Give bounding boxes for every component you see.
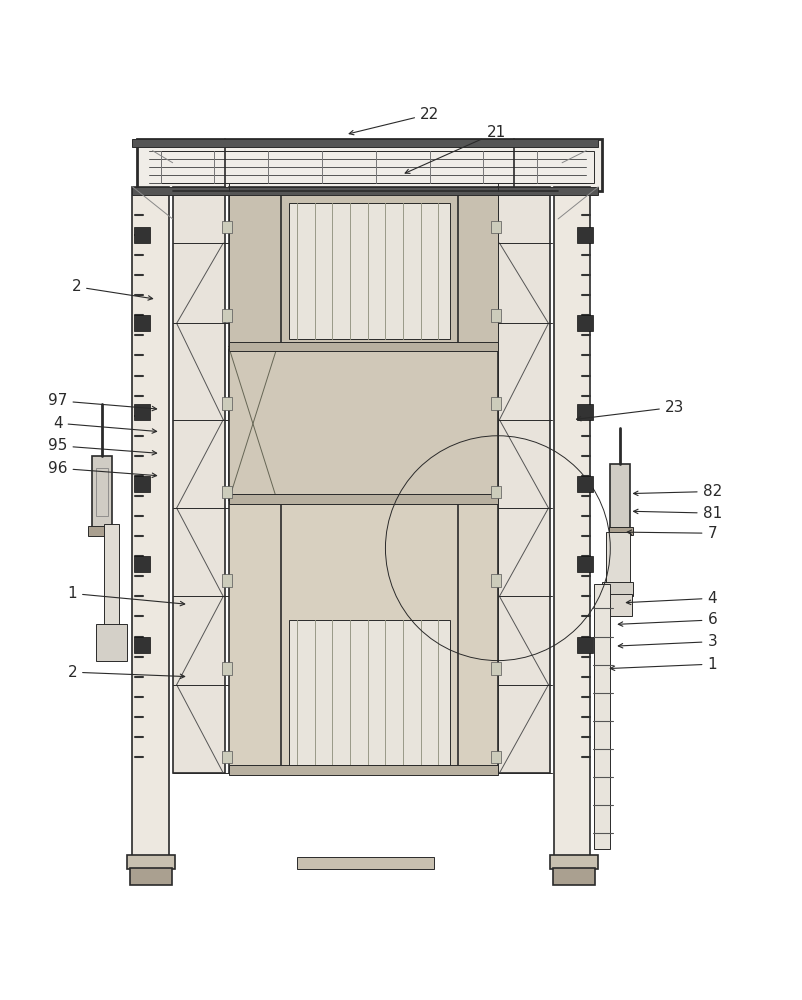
Bar xyxy=(229,765,497,775)
Bar xyxy=(606,532,630,584)
Bar xyxy=(130,868,172,885)
Text: 6: 6 xyxy=(618,612,716,627)
Bar xyxy=(602,582,632,596)
Bar xyxy=(172,187,225,773)
Bar xyxy=(610,464,630,528)
Text: 96: 96 xyxy=(48,461,156,477)
Bar xyxy=(576,315,592,331)
Bar xyxy=(289,620,449,765)
Text: 4: 4 xyxy=(53,416,156,433)
Bar xyxy=(96,468,108,516)
Bar xyxy=(491,751,500,763)
Bar xyxy=(576,637,592,653)
Bar xyxy=(136,139,602,191)
Text: 81: 81 xyxy=(633,506,721,521)
Bar xyxy=(222,574,232,587)
Bar xyxy=(497,187,549,773)
Text: 3: 3 xyxy=(618,634,716,649)
Bar xyxy=(576,556,592,572)
Bar xyxy=(491,221,500,233)
Bar xyxy=(229,342,497,351)
Bar xyxy=(491,397,500,410)
Bar xyxy=(603,594,631,616)
Bar xyxy=(222,486,232,498)
Bar xyxy=(491,309,500,322)
Bar xyxy=(229,187,497,773)
Bar xyxy=(92,456,112,528)
Bar xyxy=(160,151,593,183)
Bar xyxy=(549,855,597,869)
Text: 4: 4 xyxy=(626,591,716,606)
Bar xyxy=(132,187,168,861)
Bar xyxy=(132,187,597,195)
Bar xyxy=(134,227,150,243)
Bar xyxy=(553,187,589,861)
Bar xyxy=(222,751,232,763)
Text: 2: 2 xyxy=(71,279,152,300)
Bar xyxy=(576,404,592,420)
Bar xyxy=(553,868,594,885)
Bar xyxy=(593,584,610,849)
Bar xyxy=(134,476,150,492)
Bar xyxy=(229,494,497,504)
Bar xyxy=(134,637,150,653)
Bar xyxy=(297,857,433,869)
Text: 22: 22 xyxy=(349,107,439,135)
Bar xyxy=(576,476,592,492)
Bar xyxy=(132,139,597,147)
Bar xyxy=(222,309,232,322)
Bar xyxy=(576,227,592,243)
Bar xyxy=(88,526,116,536)
Text: 23: 23 xyxy=(576,400,683,421)
Bar xyxy=(104,524,119,628)
Bar xyxy=(222,221,232,233)
Text: 95: 95 xyxy=(48,438,156,455)
Bar xyxy=(491,486,500,498)
Bar xyxy=(134,315,150,331)
Bar xyxy=(229,187,497,347)
Bar xyxy=(127,855,175,869)
Bar xyxy=(289,203,449,339)
Bar xyxy=(222,397,232,410)
Bar xyxy=(134,556,150,572)
Text: 1: 1 xyxy=(610,657,716,672)
Text: 2: 2 xyxy=(67,665,184,680)
Text: 97: 97 xyxy=(48,393,156,411)
Bar xyxy=(491,662,500,675)
Bar xyxy=(96,624,127,661)
Text: 1: 1 xyxy=(67,586,184,606)
Bar xyxy=(491,574,500,587)
Text: 21: 21 xyxy=(405,125,505,173)
Bar xyxy=(229,347,497,500)
Text: 7: 7 xyxy=(626,526,716,541)
Text: 82: 82 xyxy=(633,484,721,499)
Bar xyxy=(134,404,150,420)
Bar xyxy=(222,662,232,675)
Bar xyxy=(608,527,632,535)
